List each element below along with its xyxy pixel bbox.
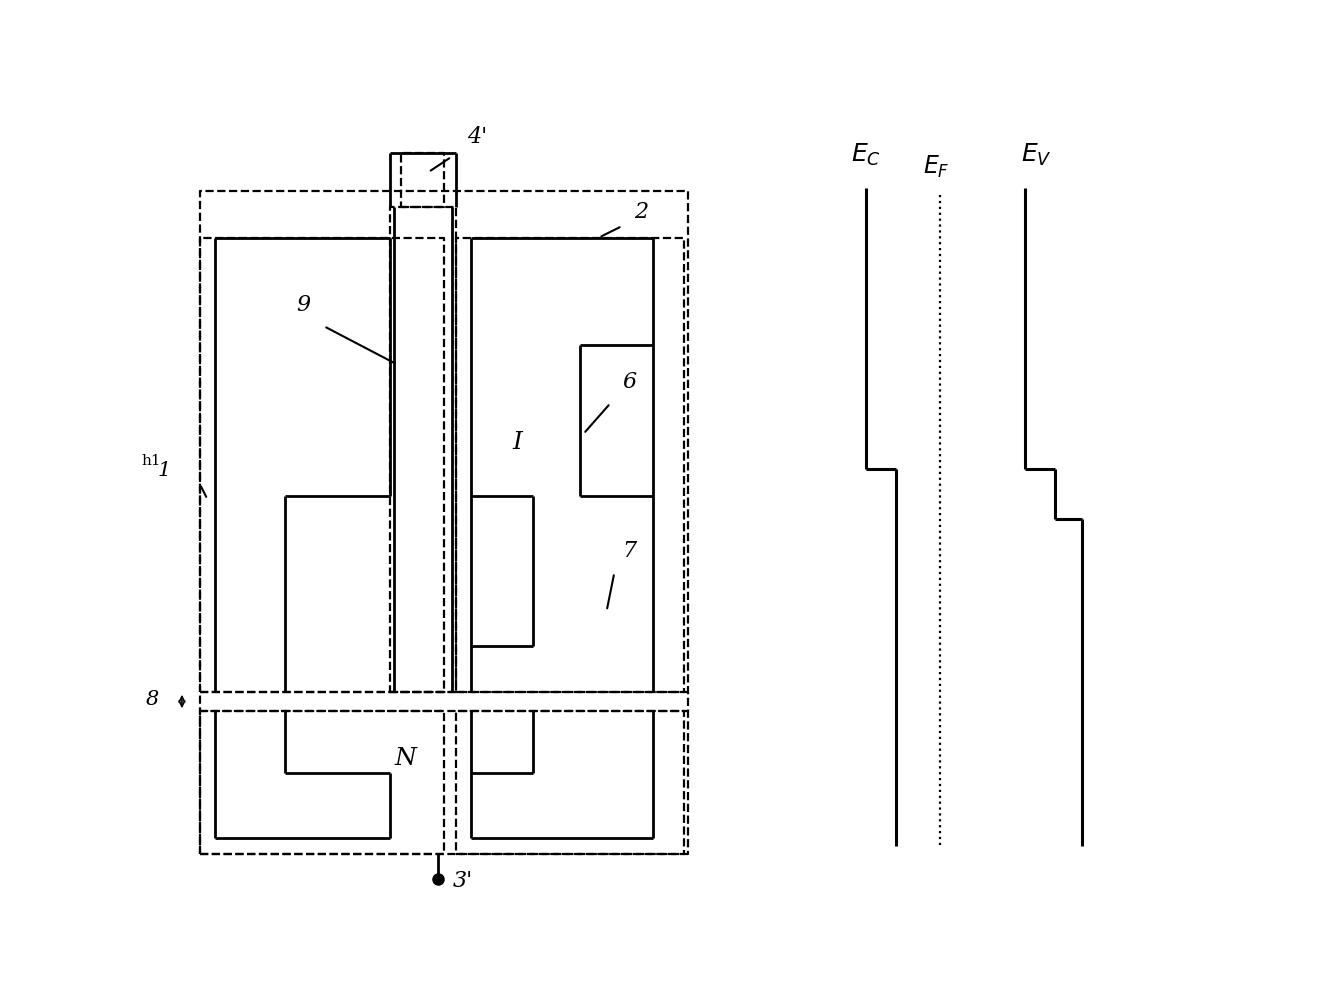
Text: N: N <box>394 748 415 770</box>
Text: $E_F$: $E_F$ <box>923 154 950 180</box>
Text: $E_C$: $E_C$ <box>851 142 881 169</box>
Text: 7: 7 <box>623 540 636 562</box>
Text: h1: h1 <box>141 454 161 468</box>
Text: $E_V$: $E_V$ <box>1021 142 1053 169</box>
Text: 4': 4' <box>467 127 488 149</box>
Text: 1: 1 <box>157 461 170 480</box>
Text: 2: 2 <box>633 202 648 224</box>
Text: 3': 3' <box>454 869 474 891</box>
Text: 8: 8 <box>145 690 158 709</box>
Text: 6: 6 <box>623 370 636 393</box>
Text: 9: 9 <box>297 293 311 315</box>
Text: I: I <box>513 431 522 454</box>
